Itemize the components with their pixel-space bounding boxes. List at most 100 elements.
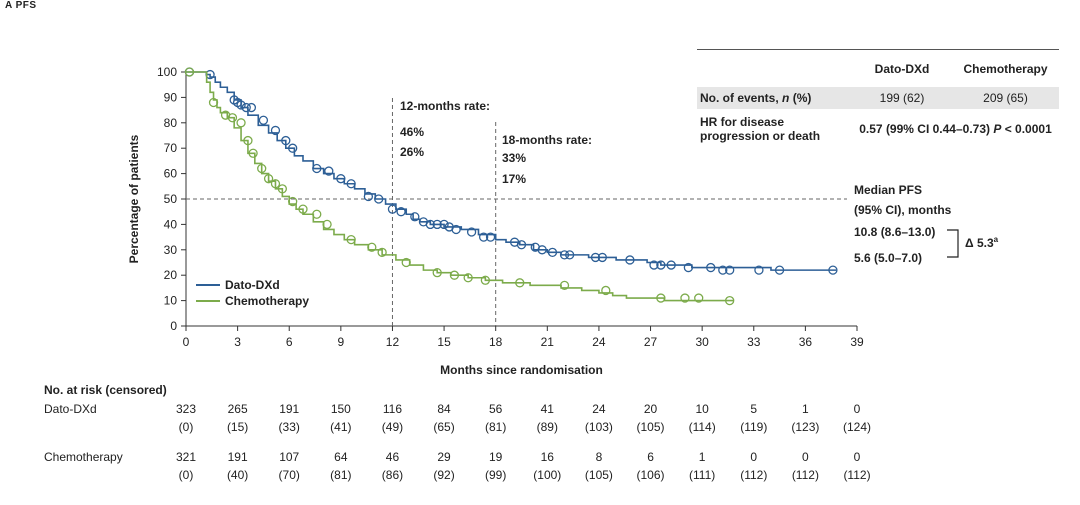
censor-mark-dato: [432, 219, 442, 230]
censor-mark-dato: [312, 163, 322, 174]
y-tick-label: 10: [164, 294, 178, 308]
x-tick-label: 15: [437, 335, 451, 349]
hr-row: HR for disease progression or death 0.57 …: [697, 109, 1059, 149]
x-tick-label: 0: [183, 335, 190, 349]
censor-mark-chemo: [298, 204, 308, 214]
censor-mark-chemo: [288, 196, 298, 207]
censor-mark-dato: [236, 100, 246, 110]
rate12-chemo: 26%: [400, 145, 424, 159]
censor-mark-dato: [270, 125, 281, 136]
censor-mark-chemo: [559, 280, 570, 291]
legend-label-chemo: Chemotherapy: [225, 294, 309, 308]
censor-mark-dato: [656, 260, 666, 270]
censor-mark-dato: [396, 207, 406, 217]
censor-mark-dato: [241, 102, 251, 113]
censor-mark-dato: [451, 224, 461, 235]
censor-mark-dato: [281, 135, 291, 146]
x-tick-label: 9: [338, 335, 345, 349]
x-tick-label: 12: [386, 335, 400, 349]
x-tick-label: 18: [489, 335, 503, 349]
censor-mark-chemo: [277, 184, 287, 194]
censor-mark-chemo: [367, 242, 377, 252]
median-title-1: Median PFS: [854, 183, 922, 197]
x-tick-label: 24: [592, 335, 606, 349]
censor-mark-chemo: [680, 293, 690, 303]
censor-mark-dato: [774, 265, 785, 275]
x-tick-label: 30: [695, 335, 709, 349]
x-tick-label: 3: [234, 335, 241, 349]
censor-mark-chemo: [263, 174, 274, 184]
censor-mark-dato: [718, 265, 728, 275]
censor-mark-chemo: [257, 163, 267, 174]
x-tick-label: 21: [541, 335, 555, 349]
summary-table: Dato-DXd Chemotherapy No. of events, n (…: [697, 49, 1059, 149]
censor-mark-dato: [706, 262, 716, 273]
censor-mark-chemo: [236, 118, 246, 128]
x-axis-title: Months since randomisation: [440, 363, 603, 377]
censor-mark-dato: [559, 250, 570, 260]
delta-bracket: [947, 229, 959, 258]
censor-mark-dato: [597, 252, 608, 263]
censor-mark-chemo: [401, 257, 411, 268]
events-row: No. of events, n (%) 199 (62) 209 (65): [697, 87, 1059, 109]
events-dato: 199 (62): [879, 91, 925, 105]
hr-label-line1: HR for disease: [700, 115, 785, 129]
censor-mark-dato: [666, 260, 676, 270]
censor-mark-dato: [725, 265, 735, 275]
rate18-chemo: 17%: [502, 172, 526, 186]
series-line-chemo: [186, 71, 734, 302]
censor-mark-dato: [374, 194, 384, 204]
censor-mark-chemo: [656, 293, 666, 303]
table-header-row: Dato-DXd Chemotherapy: [697, 50, 1059, 87]
y-tick-label: 80: [164, 116, 178, 130]
x-tick-label: 33: [747, 335, 761, 349]
censor-mark-chemo: [601, 285, 611, 296]
censor-mark-dato: [649, 260, 659, 270]
censor-mark-chemo: [432, 268, 442, 278]
rate12-title: 12-months rate:: [400, 99, 490, 113]
censor-mark-dato: [425, 219, 435, 230]
header-chemo: Chemotherapy: [963, 61, 1048, 76]
censor-mark-dato: [439, 219, 449, 230]
panel-title: A PFS: [5, 0, 37, 11]
hr-value: 0.57 (99% CI 0.44–0.73) P < 0.0001: [852, 122, 1059, 136]
hr-label: HR for disease progression or death: [697, 115, 852, 143]
median-dato: 10.8 (8.6–13.0): [854, 225, 935, 239]
y-axis-title: Percentage of patients: [127, 134, 141, 263]
hr-p-value: < 0.0001: [1001, 122, 1052, 136]
rate12-dato: 46%: [400, 125, 424, 139]
censor-mark-chemo: [346, 234, 356, 245]
censor-mark-dato: [336, 174, 346, 184]
events-label-text: No. of events,: [700, 91, 783, 105]
censor-mark-dato: [485, 232, 496, 242]
censor-mark-chemo: [463, 273, 473, 283]
censor-mark-chemo: [725, 295, 735, 306]
y-tick-label: 40: [164, 217, 178, 231]
censor-mark-dato: [346, 179, 356, 189]
median-chemo: 5.6 (5.0–7.0): [854, 251, 922, 265]
censor-mark-chemo: [248, 148, 258, 158]
legend-label-dato: Dato-DXd: [225, 278, 280, 292]
censor-mark-dato: [828, 265, 838, 275]
censor-mark-chemo: [322, 219, 332, 230]
censor-mark-chemo: [227, 113, 238, 123]
events-label-n: n: [782, 91, 790, 105]
y-tick-label: 30: [164, 243, 178, 257]
hr-label-line2: progression or death: [700, 129, 821, 143]
y-tick-label: 70: [164, 141, 178, 155]
x-tick-label: 6: [286, 335, 293, 349]
censor-mark-chemo: [449, 270, 460, 280]
events-label: No. of events, n (%): [697, 91, 852, 105]
censor-mark-dato: [478, 232, 489, 242]
rate18-dato: 33%: [502, 151, 526, 165]
delta-label: Δ 5.3a: [965, 235, 999, 250]
hr-p-label: P: [993, 122, 1002, 136]
censor-mark-dato: [565, 250, 575, 260]
censor-mark-dato: [754, 265, 764, 275]
table-top-rule: [697, 49, 1059, 50]
y-tick-label: 0: [170, 319, 177, 333]
censor-mark-chemo: [377, 247, 387, 257]
censor-mark-chemo: [243, 135, 253, 146]
rate18-title: 18-months rate:: [502, 133, 592, 147]
